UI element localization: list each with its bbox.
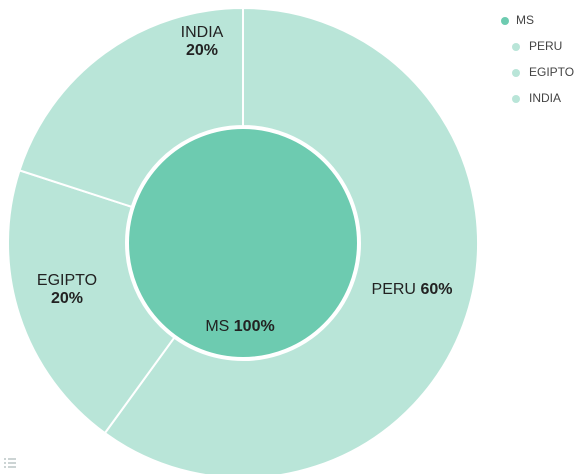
segment-value-label: 20% bbox=[186, 42, 218, 59]
outer-segment bbox=[103, 6, 479, 474]
segment-label: MS bbox=[205, 318, 229, 335]
legend-label: EGIPTO bbox=[529, 65, 574, 79]
list-icon[interactable] bbox=[4, 458, 16, 468]
segment-label-group: PERU 60% bbox=[372, 281, 453, 298]
segment-label: PERU bbox=[372, 281, 416, 298]
legend-marker bbox=[501, 17, 509, 25]
segment-value-label: 20% bbox=[51, 290, 83, 307]
legend-label: MS bbox=[516, 13, 534, 27]
segment-value-label: 60% bbox=[420, 281, 452, 298]
legend-marker bbox=[512, 43, 520, 51]
segment-label: INDIA bbox=[181, 24, 224, 41]
segment-value-label: 100% bbox=[234, 318, 275, 335]
segment-label: EGIPTO bbox=[37, 272, 97, 289]
legend-label: INDIA bbox=[529, 91, 561, 105]
legend-marker bbox=[512, 69, 520, 77]
legend-marker bbox=[512, 95, 520, 103]
outer-segment bbox=[7, 169, 176, 435]
outer-segment bbox=[18, 6, 244, 209]
segment-label-group: MS 100% bbox=[205, 318, 274, 335]
inner-segment bbox=[127, 127, 359, 359]
legend-label: PERU bbox=[529, 39, 562, 53]
